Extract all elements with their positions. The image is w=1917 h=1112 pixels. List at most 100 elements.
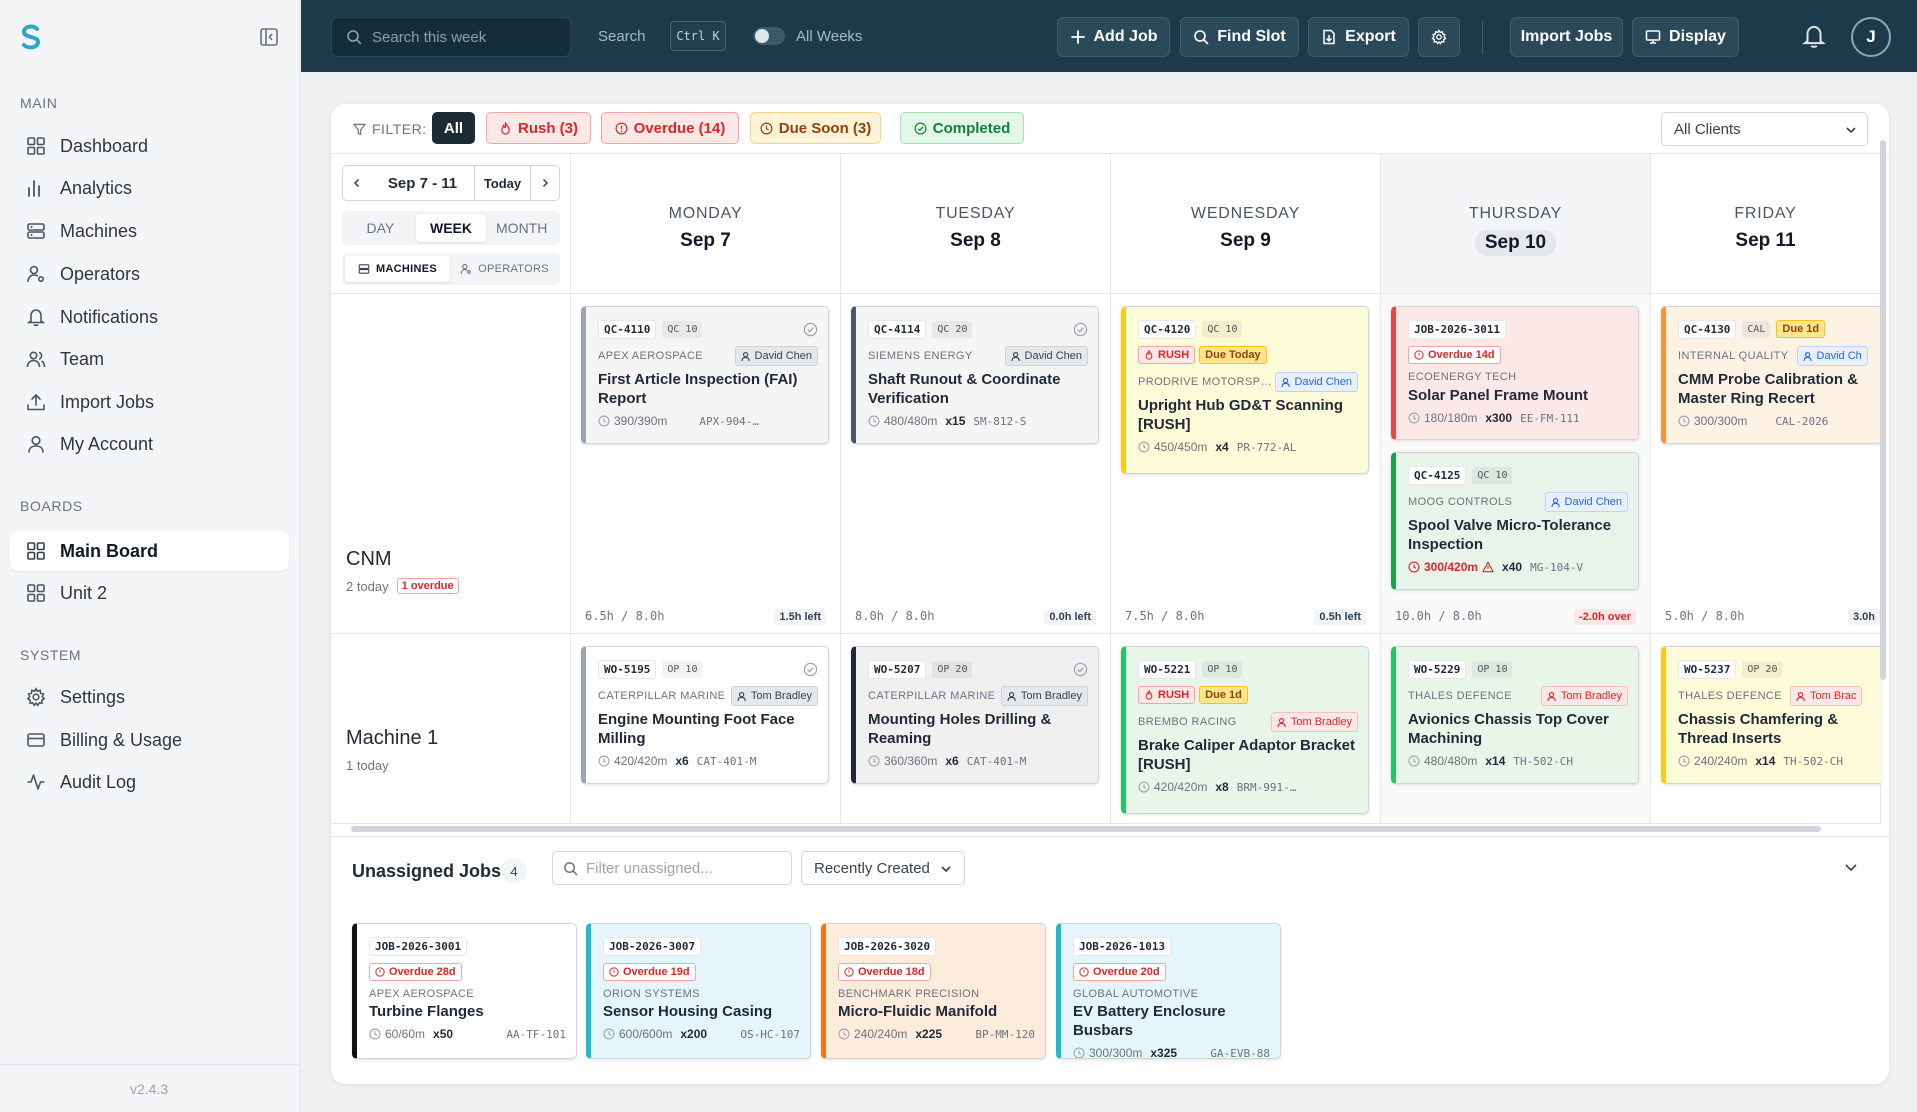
job-card[interactable]: WO-5229 OP 10 THALES DEFENCE Tom Bradley A… xyxy=(1391,646,1639,784)
clock-icon xyxy=(1408,412,1420,424)
import-jobs-button[interactable]: Import Jobs xyxy=(1510,17,1623,57)
app-logo-icon[interactable] xyxy=(20,24,42,50)
search-box[interactable] xyxy=(331,17,571,57)
job-card[interactable]: WO-5195 OP 10 CATERPILLAR MARINE Tom Bradl… xyxy=(581,646,829,784)
job-title: Mounting Holes Drilling & Reaming xyxy=(868,711,1052,747)
job-card-rush[interactable]: QC-4120 QC 10 RUSH Due Today PRODRIVE MOTO… xyxy=(1121,306,1369,474)
day-header-thursday: THURSDAY Sep 10 xyxy=(1381,154,1651,294)
sidebar-collapse-icon[interactable] xyxy=(260,28,278,46)
export-button[interactable]: Export xyxy=(1308,17,1409,57)
operator-tag[interactable]: David Chen xyxy=(734,346,818,366)
schedule-cell[interactable] xyxy=(841,634,1111,824)
collapse-chevron-icon[interactable] xyxy=(1843,859,1859,875)
filter-rush-chip[interactable]: Rush (3) xyxy=(486,112,591,144)
unassigned-filter-input[interactable] xyxy=(586,859,776,877)
add-job-button[interactable]: Add Job xyxy=(1057,17,1170,57)
date-range-label[interactable]: Sep 7 - 11 xyxy=(371,166,475,200)
schedule-cell[interactable]: 7.5h / 8.0h 0.5h left xyxy=(1111,294,1381,634)
sidebar-item-team[interactable]: Team xyxy=(10,339,289,379)
job-card[interactable]: QC-4114 QC 20 SIEMENS ENERGY David Chen Sh… xyxy=(851,306,1099,444)
display-button[interactable]: Display xyxy=(1632,17,1739,57)
job-card[interactable]: WO-5237 OP 20 THALES DEFENCE Tom Brac Chas… xyxy=(1661,646,1881,784)
operator-tag[interactable]: Tom Bradley xyxy=(1540,686,1628,706)
clock-icon xyxy=(1678,755,1690,767)
sidebar-item-main-board[interactable]: Main Board xyxy=(10,531,289,571)
filter-due-soon-chip[interactable]: Due Soon (3) xyxy=(750,112,881,144)
filter-all-chip[interactable]: All xyxy=(432,112,475,144)
machine-row-machine-1[interactable]: Machine 1 1 today xyxy=(331,634,571,824)
clock-icon xyxy=(598,755,610,767)
operator-tag[interactable]: Tom Bradley xyxy=(1270,712,1358,732)
sidebar-item-unit-2[interactable]: Unit 2 xyxy=(10,573,289,613)
view-day-tab[interactable]: DAY xyxy=(366,220,395,236)
unassigned-job-card[interactable]: JOB-2026-1013 Overdue 20d GLOBAL AUTOMOT… xyxy=(1056,923,1281,1059)
client-filter-select[interactable]: All Clients xyxy=(1661,112,1868,146)
job-card[interactable]: QC-4125 QC 10 MOOG CONTROLS David Chen Spo… xyxy=(1391,452,1639,590)
group-operators-tab[interactable]: OPERATORS xyxy=(452,256,557,282)
unassigned-job-card[interactable]: JOB-2026-3007 Overdue 19d ORION SYSTEMS … xyxy=(586,923,811,1059)
sidebar-item-operators[interactable]: Operators xyxy=(10,254,289,294)
view-month-tab[interactable]: MONTH xyxy=(496,220,548,236)
sidebar-item-import-jobs[interactable]: Import Jobs xyxy=(10,382,289,422)
sidebar-item-billing[interactable]: Billing & Usage xyxy=(10,720,289,760)
filter-overdue-chip[interactable]: Overdue (14) xyxy=(601,112,739,144)
alert-circle-icon xyxy=(375,967,385,977)
sidebar-item-label: My Account xyxy=(60,433,154,454)
job-card-rush[interactable]: WO-5221 OP 10 RUSH Due 1d BREMBO RACING Tom… xyxy=(1121,646,1369,814)
sidebar-item-audit-log[interactable]: Audit Log xyxy=(10,762,289,802)
schedule-cell[interactable] xyxy=(571,634,841,824)
job-card-overdue[interactable]: JOB-2026-3011 Overdue 14d ECOENERGY TECH… xyxy=(1391,306,1639,440)
unassigned-filter[interactable] xyxy=(552,851,792,885)
search-button[interactable]: Search xyxy=(598,28,646,45)
schedule-cell[interactable]: 6.5h / 8.0h 1.5h left xyxy=(571,294,841,634)
alert-circle-icon xyxy=(1414,350,1424,360)
search-input[interactable] xyxy=(372,28,552,46)
schedule-cell[interactable] xyxy=(1111,634,1381,824)
job-card[interactable]: QC-4110 QC 10 APEX AEROSPACE David Chen Fi… xyxy=(581,306,829,444)
all-weeks-toggle[interactable] xyxy=(753,27,785,45)
notifications-bell-icon[interactable] xyxy=(1801,23,1827,49)
operator-tag[interactable]: David Chen xyxy=(1274,372,1358,392)
unassigned-sort-select[interactable]: Recently Created xyxy=(801,851,965,885)
schedule-cell[interactable]: 8.0h / 8.0h 0.0h left xyxy=(841,294,1111,634)
find-slot-button[interactable]: Find Slot xyxy=(1180,17,1299,57)
operator-tag[interactable]: David Ch xyxy=(1796,346,1868,366)
next-week-button[interactable] xyxy=(531,166,559,200)
prev-week-button[interactable] xyxy=(343,166,371,200)
upload-icon xyxy=(27,393,45,411)
operator-tag[interactable]: Tom Brac xyxy=(1790,686,1863,706)
user-avatar[interactable]: J xyxy=(1851,17,1891,57)
group-machines-tab[interactable]: MACHINES xyxy=(345,256,450,282)
unassigned-job-card[interactable]: JOB-2026-3020 Overdue 18d BENCHMARK PREC… xyxy=(821,923,1046,1059)
check-circle-icon[interactable] xyxy=(803,322,818,337)
unassigned-job-card[interactable]: JOB-2026-3001 Overdue 28d APEX AEROSPACE… xyxy=(352,923,577,1059)
job-card[interactable]: QC-4130 CAL Due 1d INTERNAL QUALITY David C… xyxy=(1661,306,1881,444)
operator-tag[interactable]: Tom Bradley xyxy=(1000,686,1088,706)
job-card[interactable]: WO-5207 OP 20 CATERPILLAR MARINE Tom Bradl… xyxy=(851,646,1099,784)
vertical-scrollbar[interactable] xyxy=(1880,140,1886,680)
check-circle-icon[interactable] xyxy=(803,662,818,677)
settings-button[interactable] xyxy=(1418,17,1460,57)
sidebar-item-my-account[interactable]: My Account xyxy=(10,424,289,464)
operator-tag[interactable]: Tom Bradley xyxy=(730,686,818,706)
sidebar-item-notifications[interactable]: Notifications xyxy=(10,297,289,337)
operator-tag[interactable]: David Chen xyxy=(1544,492,1628,512)
clock-icon xyxy=(1073,1047,1085,1058)
sidebar-item-analytics[interactable]: Analytics xyxy=(10,168,289,208)
sidebar-item-settings[interactable]: Settings xyxy=(10,677,289,717)
filter-completed-chip[interactable]: Completed xyxy=(900,112,1024,144)
scrollbar-thumb[interactable] xyxy=(351,826,1821,832)
clock-icon xyxy=(868,415,880,427)
view-week-tab[interactable]: WEEK xyxy=(415,214,487,242)
job-part-number: MG-104-V xyxy=(1530,560,1584,574)
today-button[interactable]: Today xyxy=(475,166,531,200)
check-circle-icon[interactable] xyxy=(1073,662,1088,677)
machine-row-cnm[interactable]: CNM 2 today 1 overdue xyxy=(331,294,571,634)
day-date: Sep 11 xyxy=(1735,230,1796,251)
check-circle-icon[interactable] xyxy=(1073,322,1088,337)
sidebar-item-machines[interactable]: Machines xyxy=(10,211,289,251)
horizontal-scrollbar[interactable] xyxy=(341,825,1877,833)
operator-tag[interactable]: David Chen xyxy=(1004,346,1088,366)
alert-circle-icon xyxy=(615,122,628,134)
sidebar-item-dashboard[interactable]: Dashboard xyxy=(10,126,289,166)
